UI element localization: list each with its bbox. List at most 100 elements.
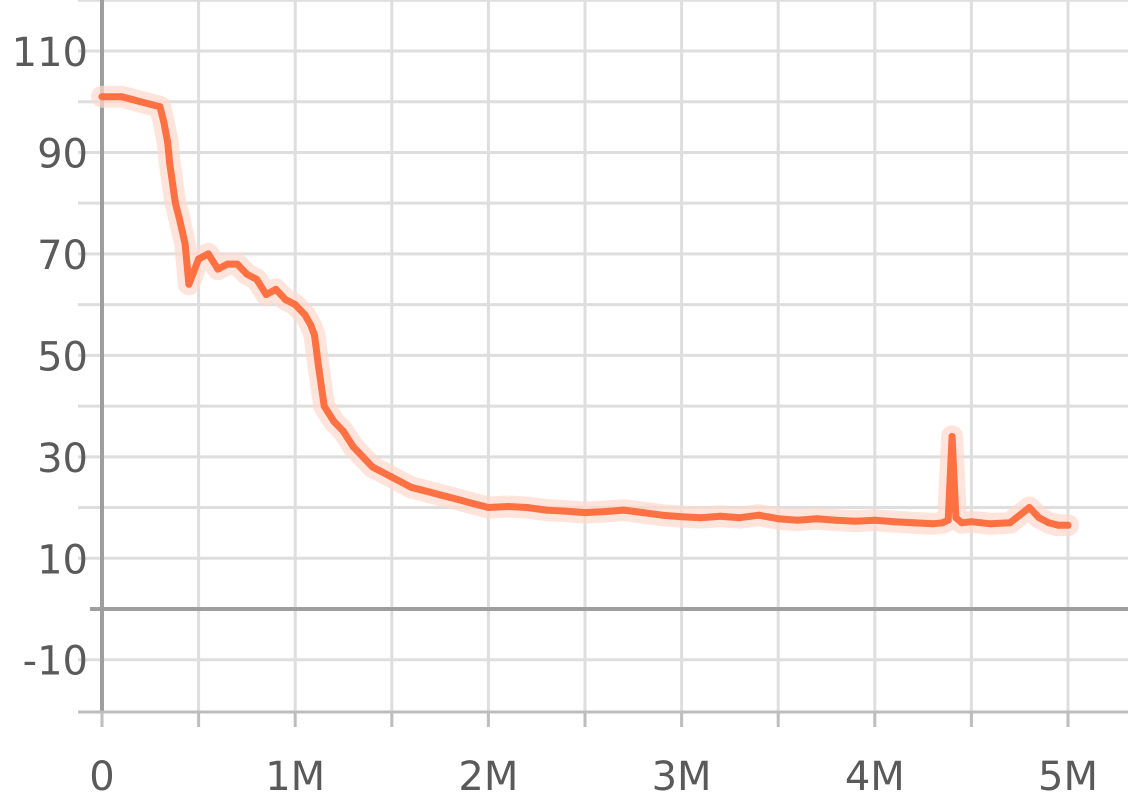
data-point (388, 473, 396, 481)
data-point (697, 514, 705, 522)
data-point (307, 321, 315, 329)
data-point (340, 428, 347, 435)
data-point (958, 519, 966, 527)
data-point (639, 509, 647, 517)
data-point (813, 515, 821, 523)
data-point (987, 520, 995, 528)
data-point (272, 285, 280, 293)
data-point (407, 483, 415, 491)
data-point (562, 507, 570, 515)
data-point (581, 509, 589, 517)
data-point (164, 138, 172, 146)
data-point (98, 93, 106, 101)
data-point (330, 417, 338, 425)
data-point (1064, 521, 1072, 529)
data-point (909, 519, 917, 527)
data-point (1045, 519, 1053, 527)
data-point (359, 453, 367, 461)
data-point (658, 511, 666, 519)
data-point (204, 250, 212, 258)
data-point (166, 159, 174, 167)
data-point (282, 296, 289, 304)
data-point (1025, 504, 1033, 511)
data-point (311, 331, 318, 339)
y-tick-label: 70 (37, 233, 88, 279)
data-point (504, 503, 512, 510)
data-point (455, 496, 463, 504)
data-point (890, 518, 898, 526)
data-point (794, 516, 801, 524)
data-point (378, 468, 386, 476)
x-tick-label: 0 (89, 754, 114, 800)
axes (78, 0, 1128, 714)
x-tick-label: 2M (458, 754, 518, 800)
data-point (224, 260, 232, 268)
data-point (214, 265, 222, 273)
data-point (1016, 511, 1024, 519)
data-point (146, 100, 154, 108)
data-point (716, 512, 724, 520)
data-point (291, 301, 299, 309)
data-point (929, 520, 937, 528)
data-point (233, 260, 241, 268)
y-tick-label: 30 (37, 436, 88, 482)
data-point (417, 486, 425, 494)
data-point (117, 93, 125, 101)
data-point (320, 402, 328, 410)
data-point (137, 98, 145, 106)
data-point (736, 514, 744, 522)
data-point (195, 255, 203, 263)
data-point (755, 511, 763, 519)
data-point (620, 506, 628, 514)
data-point (398, 478, 405, 486)
data-point (243, 270, 251, 278)
data-point (977, 519, 985, 527)
data-point (1054, 521, 1062, 529)
data-point (189, 270, 197, 278)
data-point (938, 519, 946, 527)
x-tick-label: 5M (1038, 754, 1098, 800)
y-tick-label: 90 (37, 131, 88, 177)
data-point (465, 499, 473, 506)
data-point (600, 508, 608, 516)
tick-marks (100, 712, 1070, 727)
data-point (175, 214, 183, 222)
data-point (301, 311, 309, 319)
x-tick-label: 3M (652, 754, 712, 800)
data-point (948, 433, 956, 440)
data-point (436, 491, 444, 499)
data-point (774, 515, 782, 523)
y-tick-label: 10 (37, 537, 88, 583)
data-point (952, 514, 960, 522)
data-point (967, 518, 975, 526)
data-point (181, 240, 189, 248)
y-tick-label: 110 (12, 30, 88, 76)
data-point (369, 463, 376, 471)
data-point (1035, 514, 1043, 522)
data-point (185, 280, 193, 288)
data-point (523, 504, 531, 511)
y-tick-label: 50 (37, 334, 88, 380)
data-point (475, 501, 483, 509)
data-point (171, 199, 179, 207)
data-point (262, 291, 270, 298)
y-tick-label: -10 (23, 639, 88, 685)
data-point (832, 516, 840, 524)
x-tick-label: 4M (845, 754, 905, 800)
data-point (852, 517, 859, 525)
x-tick-label: 1M (265, 754, 325, 800)
data-point (349, 443, 357, 451)
tick-labels: 110 90 70 50 30 10 -10 0 1M 2M 3M 4M 5M (12, 30, 1098, 800)
data-point (314, 362, 322, 369)
data-point (871, 516, 879, 524)
grid (78, 0, 1128, 712)
data-point (426, 488, 434, 496)
data-point (542, 506, 550, 514)
data-point (484, 504, 492, 511)
data-point (678, 513, 686, 521)
data-point (160, 118, 168, 126)
data-point (253, 275, 261, 283)
data-point (156, 103, 164, 111)
data-point (446, 493, 454, 501)
